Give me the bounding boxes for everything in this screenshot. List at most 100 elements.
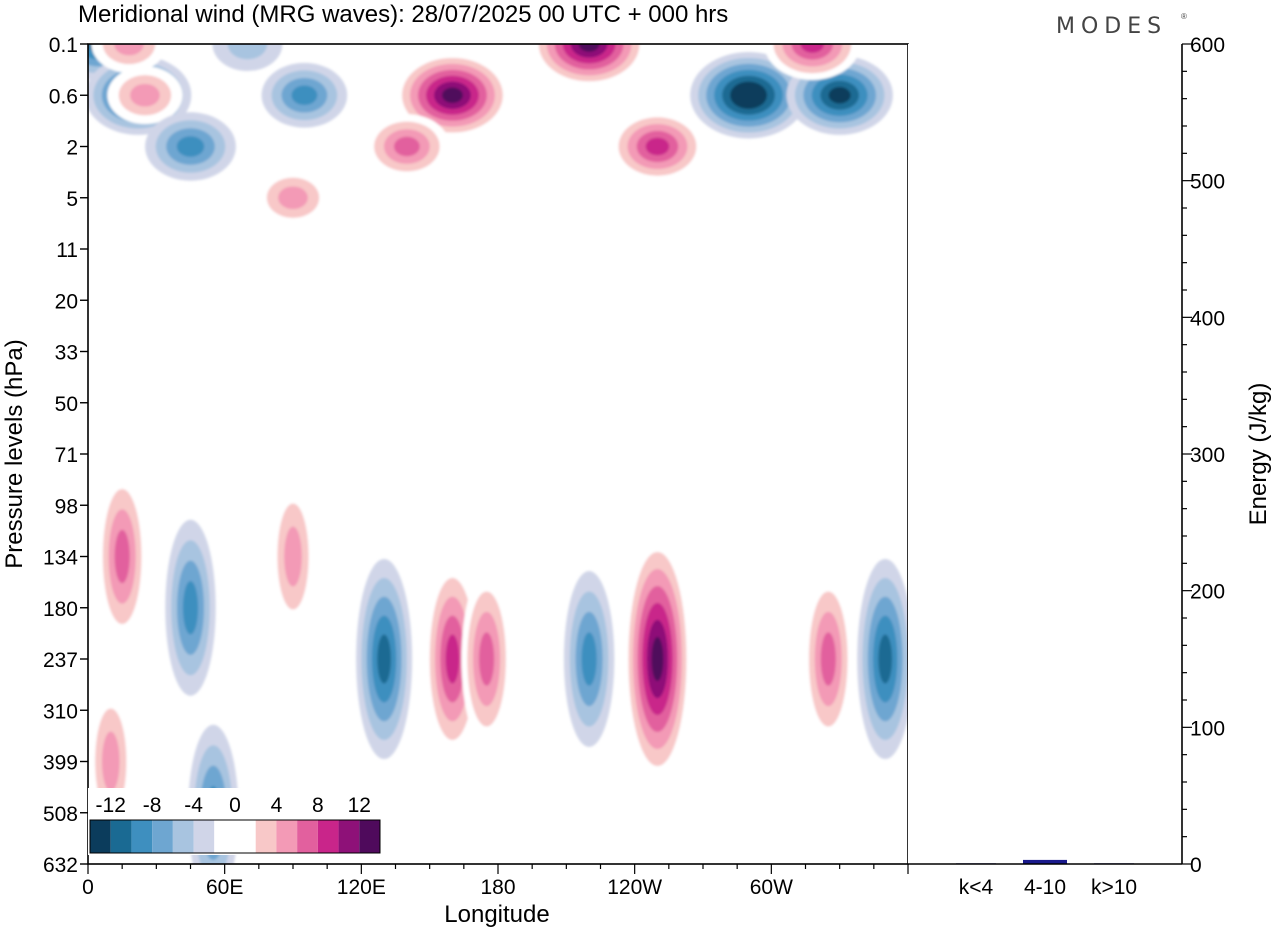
colorbar-swatch (276, 820, 298, 853)
longitude-tick-label: 120W (607, 876, 662, 899)
modes-logo: MODES ® (1056, 12, 1187, 39)
colorbar-label: -4 (184, 794, 203, 817)
wind-feature (270, 480, 316, 633)
contour-level (393, 136, 420, 157)
contour-level (377, 634, 392, 684)
pressure-tick-label: 0.6 (49, 85, 78, 108)
colorbar-label: 12 (348, 794, 371, 817)
longitude-tick-label: 60W (750, 876, 793, 899)
pressure-tick-label: 399 (43, 752, 78, 775)
pressure-tick-label: 98 (55, 495, 78, 518)
wind-feature (145, 112, 236, 181)
brand-mark: ® (1181, 12, 1187, 21)
wind-feature (461, 571, 512, 747)
contour-level (828, 87, 851, 104)
energy-axis-label: Energy (J/kg) (1245, 383, 1272, 526)
pressure-tick-label: 180 (43, 598, 78, 621)
wind-feature (690, 52, 807, 139)
contour-level (284, 526, 302, 587)
wind-feature (261, 62, 348, 128)
contour-level (645, 137, 670, 156)
contour-level (800, 44, 825, 53)
colorbar-swatch (131, 820, 153, 853)
wind-feature (364, 114, 450, 179)
energy-tick-label: 300 (1190, 444, 1225, 467)
wind-feature (609, 110, 706, 183)
brand-text: MODES (1056, 14, 1167, 39)
wind-feature (394, 52, 511, 139)
wind-contour-fields (88, 44, 908, 864)
pressure-tick-label: 632 (43, 854, 78, 877)
colorbar-swatch (297, 820, 318, 853)
wind-feature (563, 571, 615, 747)
longitude-tick-label: 0 (82, 876, 94, 899)
colorbar-swatch (172, 820, 194, 853)
wind-feature (356, 559, 413, 759)
contour-level (114, 529, 130, 584)
heatmap-plot (87, 43, 909, 865)
pressure-tick-label: 508 (43, 803, 78, 826)
wind-feature (803, 571, 854, 747)
colorbar-label: 0 (229, 794, 241, 817)
contour-level (442, 87, 463, 103)
contour-level (114, 44, 144, 56)
wind-feature (623, 535, 692, 783)
wind-feature (857, 559, 908, 759)
contour-level (445, 634, 460, 684)
colorbar-swatch (255, 820, 277, 853)
energy-category-label: k<4 (959, 876, 994, 899)
contour-level (479, 632, 495, 686)
energy-axis: 0 100 200 300 400 500 600 (1182, 34, 1225, 877)
wind-feature (212, 44, 283, 71)
wind-feature (107, 66, 183, 125)
colorbar-frame (89, 819, 381, 854)
pressure-tick-label: 2 (66, 137, 78, 160)
energy-category-label: 4-10 (1024, 876, 1066, 899)
contour-level (651, 636, 664, 682)
colorbar-swatch (317, 820, 339, 853)
contour-level (578, 44, 600, 52)
contour-level (176, 136, 205, 157)
colorbar-swatch (193, 820, 215, 853)
colorbar-label: 4 (271, 794, 283, 817)
contour-level (738, 87, 759, 103)
contour-level (878, 634, 893, 684)
colorbar-swatch (152, 820, 173, 853)
pressure-tick-label: 0.1 (49, 34, 78, 57)
longitude-tick-label: 60E (206, 876, 243, 899)
wind-feature (255, 168, 331, 227)
pressure-tick-label: 20 (55, 290, 78, 313)
longitude-tick-label: 180 (480, 876, 515, 899)
longitude-tick-label: 120E (337, 876, 386, 899)
wind-feature (91, 44, 167, 73)
pressure-tick-label: 71 (55, 444, 78, 467)
energy-tick-label: 0 (1190, 854, 1202, 877)
contour-level (182, 581, 199, 635)
energy-panel-background (908, 44, 1182, 864)
colorbar-swatch (338, 820, 360, 853)
pressure-tick-label: 33 (55, 342, 78, 365)
pressure-tick-label: 11 (56, 239, 78, 262)
colorbar-label: 8 (312, 794, 324, 817)
colorbar-swatch (359, 820, 380, 853)
pressure-tick-label: 134 (43, 547, 78, 570)
longitude-axis: 0 60E 120E 180 120W 60W (82, 864, 909, 899)
contour-level (227, 44, 268, 60)
energy-tick-label: 400 (1190, 307, 1225, 330)
wind-feature (96, 468, 148, 645)
wind-feature (764, 44, 861, 80)
contour-level (820, 632, 836, 686)
pressure-tick-label: 5 (66, 188, 78, 211)
wind-feature (165, 519, 216, 696)
energy-bar (1023, 859, 1067, 864)
pressure-axis: 0.1 0.6 2 5 11 20 33 50 71 98 134 180 237 310 399 508 63… (43, 34, 88, 877)
contour-level (291, 85, 318, 106)
contour-level (278, 186, 308, 210)
contour-level (130, 83, 160, 107)
pressure-tick-label: 310 (43, 700, 78, 723)
colorbar-swatch (235, 820, 256, 853)
energy-category-labels: k<4 4-10 k>10 (959, 876, 1137, 899)
energy-tick-label: 200 (1190, 581, 1225, 604)
energy-tick-label: 600 (1190, 34, 1225, 57)
